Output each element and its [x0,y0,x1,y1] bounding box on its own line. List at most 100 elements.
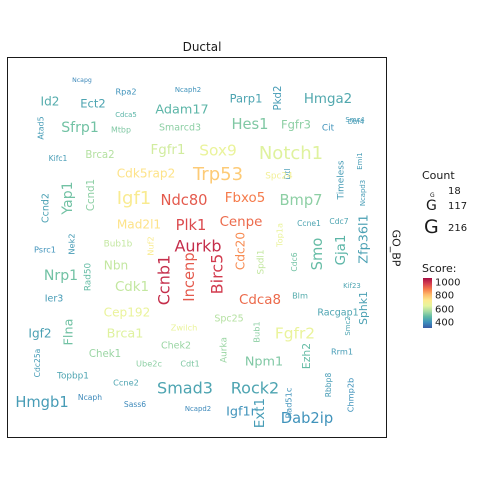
score-colorbar [423,278,432,328]
word-ncapd2: Ncapd2 [185,405,211,413]
word-mad2l1: Mad2l1 [117,218,161,232]
word-hmgb1: Hmgb1 [15,394,68,411]
chart-title: Ductal [182,40,222,54]
word-cep192: Cep192 [104,306,151,320]
word-cdt1: Cdt1 [180,359,199,369]
word-trp53: Trp53 [192,164,243,185]
word-emi1: Emi1 [356,152,364,169]
word-nbn: Nbn [104,259,128,273]
word-ccne2: Ccne2 [113,378,139,388]
word-ncaph2: Ncaph2 [175,86,201,94]
word-bmp7: Bmp7 [279,192,322,209]
legend-count-glyph: G [426,198,437,214]
word-smarcd3: Smarcd3 [159,123,201,134]
word-kifc1: Kifc1 [49,154,68,163]
legend-count-value: 18 [448,186,461,197]
word-ccne1: Ccne1 [297,219,321,228]
word-bub1b: Bub1b [104,240,133,250]
legend-count-value: 216 [448,223,468,234]
word-ccnd2: Ccnd2 [41,193,52,223]
legend-count-glyph: G [430,192,435,199]
word-cdc6: Cdc6 [290,252,299,271]
word-ccnd1: Ccnd1 [86,179,97,211]
word-spc24: Spc24 [265,172,293,182]
legend-count-glyph: G [424,216,439,238]
word-fbxo5: Fbxo5 [225,191,265,206]
word-rrm1: Rrm1 [331,347,353,357]
colorbar-tick: 400 [435,317,455,329]
wordcloud-panel: Ncapg Rpa2 Ncaph2 Id2 Ect2 Cdca5 Adam17 Parp1 Pk… [7,57,387,438]
word-smc2: Smc2 [344,316,352,335]
word-gja1: Gja1 [334,235,349,266]
word-fgfr3: Fgfr3 [281,118,311,132]
word-chek2: Chek2 [161,341,191,352]
word-cdca8: Cdca8 [239,293,281,308]
colorbar-tick: 1000 [435,277,461,289]
word-chmp2b: Chmp2b [346,378,356,413]
word-ccnb1: Ccnb1 [155,255,174,305]
word-ier3: Ier3 [45,294,64,305]
word-sphk1: Sphk1 [357,291,370,325]
word-zfp36l1: Zfp36l1 [357,214,372,263]
word-parp1: Parp1 [230,92,263,106]
word-kif23: Kif23 [343,282,361,290]
word-flna: Flna [62,319,77,346]
word-nrp1: Nrp1 [44,268,78,284]
word-rad51c: Rad51c [284,388,294,419]
word-chek1: Chek1 [89,349,121,360]
word-sox9: Sox9 [199,142,237,160]
word-cdc20: Cdc20 [234,232,248,270]
facet-strip-label: GO_BP [389,229,403,267]
word-smo: Smo [309,238,326,271]
word-rock2: Rock2 [231,379,279,398]
word-bub1: Bub1 [252,321,262,342]
colorbar-tick: 800 [435,290,455,302]
word-atad5: Atad5 [37,116,46,139]
word-cdc25a: Cdc25a [33,349,42,378]
word-smc4: Smc4 [345,116,364,124]
legend-count-title: Count [422,169,455,182]
word-aurka: Aurka [220,337,230,363]
word-igf1: Igf1 [117,188,152,209]
word-cdk5rap2: Cdk5rap2 [117,167,176,181]
word-rpa2: Rpa2 [115,87,136,97]
word-racgap1: Racgap1 [317,308,358,319]
word-blm: Blm [292,291,308,301]
word-dab2ip: Dab2ip [281,410,333,427]
word-top1a: Top1a [275,223,285,248]
word-notch1: Notch1 [259,143,323,164]
word-fgfr1: Fgfr1 [151,143,186,158]
word-sfrp1: Sfrp1 [61,120,99,136]
word-mtbp: Mtbp [111,126,131,135]
word-spc25: Spc25 [214,314,243,325]
word-hmga2: Hmga2 [304,92,352,107]
word-igf2: Igf2 [28,327,51,341]
word-cenpe: Cenpe [220,215,263,230]
word-sass6: Sass6 [124,400,146,409]
legend-count-value: 117 [448,201,468,212]
word-yap1: Yap1 [60,181,76,215]
word-cit: Cit [322,124,335,134]
word-pkd2: Pkd2 [273,86,284,111]
word-cdk1: Cdk1 [115,280,149,295]
word-igf1r: Igf1r [226,405,257,420]
word-fgfr2: Fgfr2 [275,325,315,343]
wordcloud-svg: Ncapg Rpa2 Ncaph2 Id2 Ect2 Cdca5 Adam17 Parp1 Pk… [15,77,372,428]
word-timeless: Timeless [337,160,347,200]
word-aurkb: Aurkb [174,237,221,256]
word-ube2c: Ube2c [136,359,162,369]
word-hes1: Hes1 [231,116,268,133]
word-dtl: Dtl [283,169,292,180]
word-psrc1: Psrc1 [34,245,56,255]
word-id2: Id2 [41,95,60,109]
word-ect2: Ect2 [80,97,105,111]
colorbar-tick: 600 [435,304,455,316]
word-topbp1: Topbp1 [56,372,89,382]
word-nek2: Nek2 [67,233,77,254]
word-nuf2: Nuf2 [146,236,156,255]
word-rbbp8: Rbbp8 [324,373,333,398]
word-incenp: Incenp [181,252,198,301]
word-ncapg: Ncapg [72,77,92,84]
word-cdc7: Cdc7 [329,217,348,226]
word-ext1: Ext1 [253,398,268,428]
